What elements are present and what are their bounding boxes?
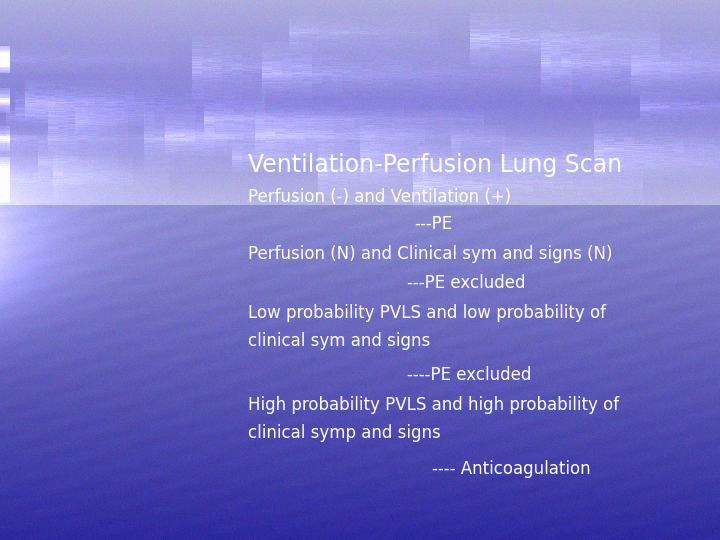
Text: ---PE excluded: ---PE excluded (407, 274, 526, 293)
Text: clinical sym and signs: clinical sym and signs (248, 332, 431, 350)
Text: clinical symp and signs: clinical symp and signs (248, 424, 441, 442)
Text: Perfusion (N) and Clinical sym and signs (N): Perfusion (N) and Clinical sym and signs… (248, 245, 613, 263)
Text: ---- Anticoagulation: ---- Anticoagulation (432, 460, 590, 478)
Text: Low probability PVLS and low probability of: Low probability PVLS and low probability… (248, 304, 606, 322)
Text: High probability PVLS and high probability of: High probability PVLS and high probabili… (248, 396, 619, 414)
Text: Ventilation-Perfusion Lung Scan: Ventilation-Perfusion Lung Scan (248, 153, 623, 177)
Text: ---PE: ---PE (414, 215, 452, 233)
Text: Perfusion (-) and Ventilation (+): Perfusion (-) and Ventilation (+) (248, 188, 511, 206)
Text: ----PE excluded: ----PE excluded (407, 366, 531, 384)
